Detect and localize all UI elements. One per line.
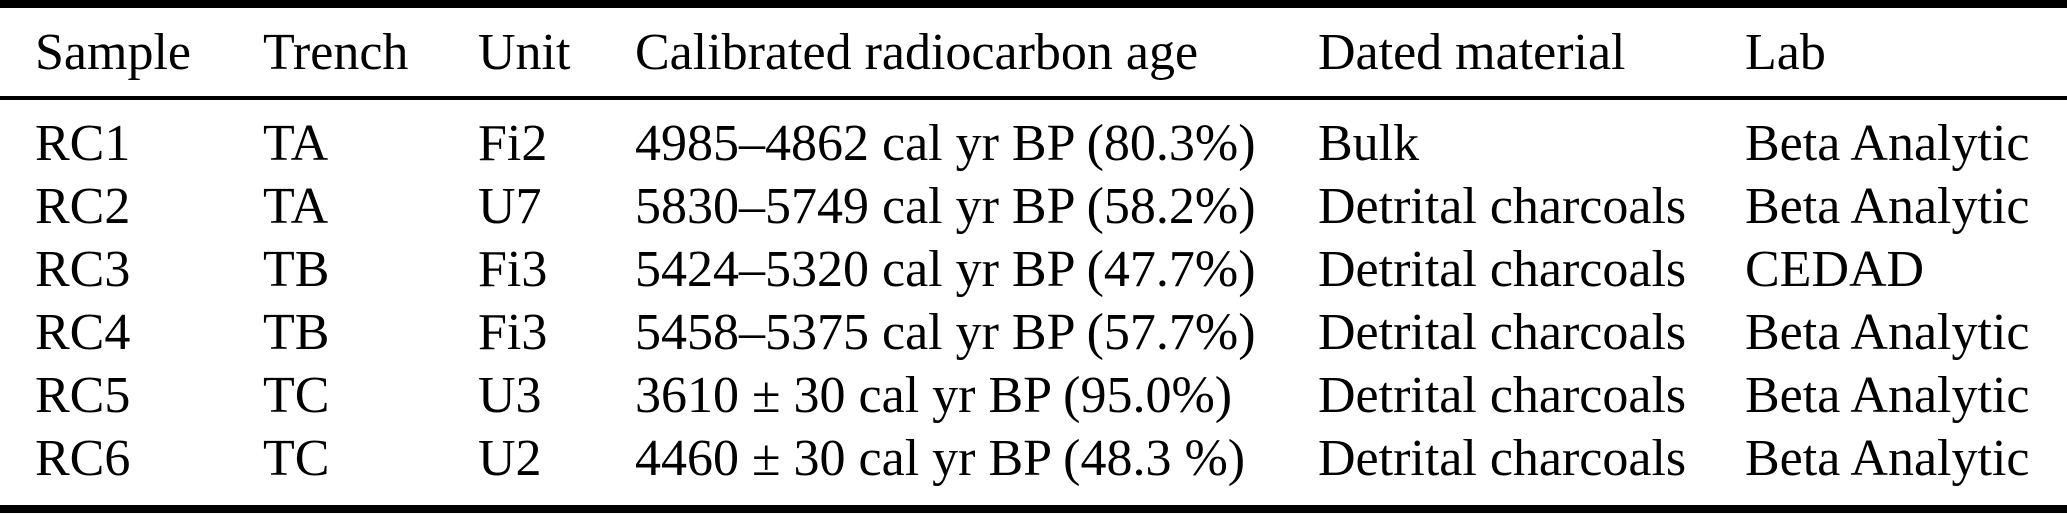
cell-age: 4460 ± 30 cal yr BP (48.3 %) — [635, 430, 1246, 487]
cell-sample: RC5 — [35, 367, 131, 424]
cell-sample: RC6 — [35, 430, 131, 487]
cell-lab: Beta Analytic — [1745, 304, 2030, 361]
cell-material: Detrital charcoals — [1318, 367, 1687, 424]
cell-trench: TC — [263, 430, 330, 487]
cell-age: 5424–5320 cal yr BP (47.7%) — [635, 241, 1256, 298]
table-row: RC3 TB Fi3 5424–5320 cal yr BP (47.7%) D… — [0, 238, 2067, 301]
cell-sample: RC1 — [35, 115, 131, 172]
cell-lab: CEDAD — [1745, 241, 1925, 298]
table-row: RC6 TC U2 4460 ± 30 cal yr BP (48.3 %) D… — [0, 427, 2067, 490]
column-header-trench: Trench — [263, 23, 409, 81]
cell-unit: Fi2 — [478, 115, 548, 172]
cell-lab: Beta Analytic — [1745, 430, 2030, 487]
cell-unit: U2 — [478, 430, 542, 487]
cell-sample: RC4 — [35, 304, 131, 361]
cell-age: 3610 ± 30 cal yr BP (95.0%) — [635, 367, 1233, 424]
column-header-age: Calibrated radiocarbon age — [635, 23, 1199, 81]
cell-trench: TC — [263, 367, 330, 424]
table-bottom-rule — [0, 505, 2067, 513]
column-header-sample: Sample — [35, 23, 191, 81]
cell-material: Detrital charcoals — [1318, 241, 1687, 298]
table-row: RC1 TA Fi2 4985–4862 cal yr BP (80.3%) B… — [0, 112, 2067, 175]
cell-material: Detrital charcoals — [1318, 178, 1687, 235]
cell-lab: Beta Analytic — [1745, 367, 2030, 424]
cell-material: Detrital charcoals — [1318, 304, 1687, 361]
cell-sample: RC2 — [35, 178, 131, 235]
cell-trench: TA — [263, 178, 329, 235]
column-header-material: Dated material — [1318, 23, 1626, 81]
table-body: RC1 TA Fi2 4985–4862 cal yr BP (80.3%) B… — [0, 100, 2067, 505]
cell-unit: U3 — [478, 367, 542, 424]
cell-age: 5458–5375 cal yr BP (57.7%) — [635, 304, 1256, 361]
cell-lab: Beta Analytic — [1745, 115, 2030, 172]
table-row: RC5 TC U3 3610 ± 30 cal yr BP (95.0%) De… — [0, 364, 2067, 427]
cell-unit: Fi3 — [478, 304, 548, 361]
table-row: RC2 TA U7 5830–5749 cal yr BP (58.2%) De… — [0, 175, 2067, 238]
table-header-row: Sample Trench Unit Calibrated radiocarbo… — [0, 8, 2067, 96]
table-row: RC4 TB Fi3 5458–5375 cal yr BP (57.7%) D… — [0, 301, 2067, 364]
cell-material: Detrital charcoals — [1318, 430, 1687, 487]
cell-unit: U7 — [478, 178, 542, 235]
table-top-rule — [0, 0, 2067, 8]
cell-material: Bulk — [1318, 115, 1420, 172]
table-header-rule — [0, 96, 2067, 100]
cell-age: 4985–4862 cal yr BP (80.3%) — [635, 115, 1256, 172]
cell-sample: RC3 — [35, 241, 131, 298]
column-header-lab: Lab — [1745, 23, 1826, 81]
cell-age: 5830–5749 cal yr BP (58.2%) — [635, 178, 1256, 235]
cell-trench: TB — [263, 304, 330, 361]
cell-lab: Beta Analytic — [1745, 178, 2030, 235]
cell-unit: Fi3 — [478, 241, 548, 298]
cell-trench: TB — [263, 241, 330, 298]
cell-trench: TA — [263, 115, 329, 172]
column-header-unit: Unit — [478, 23, 571, 81]
